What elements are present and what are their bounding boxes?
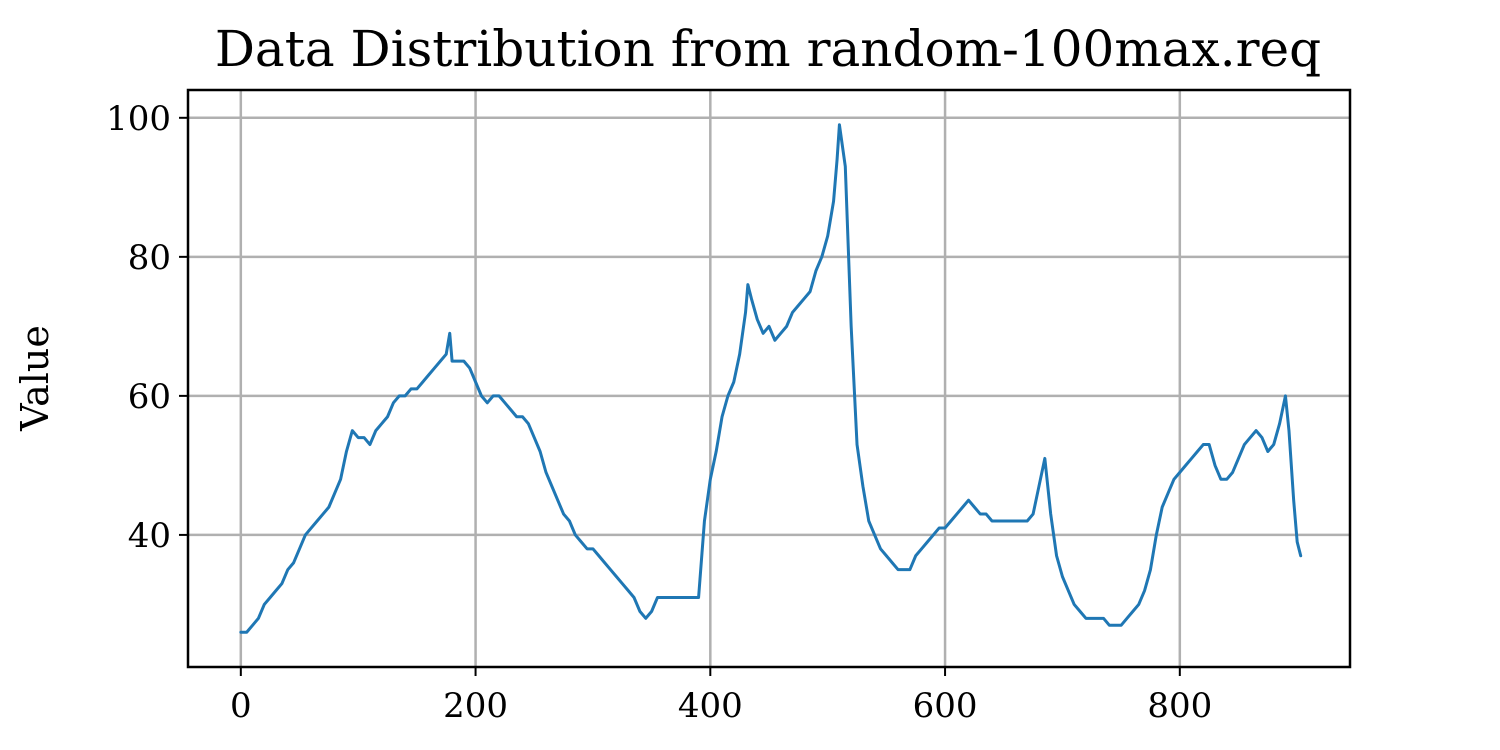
x-tick-label: 200 [443,686,508,726]
chart-title: Data Distribution from random-100max.req [215,20,1321,78]
x-tick-label: 0 [230,686,252,726]
x-tick-label: 400 [678,686,743,726]
axis-ticks: 0 200 400 600 800 40 60 80 100 [106,99,1212,726]
series-line [239,123,1303,634]
y-tick-label: 100 [106,99,171,139]
x-tick-label: 600 [913,686,978,726]
y-tick-label: 80 [128,238,171,278]
y-tick-label: 60 [128,377,171,417]
plot-frame [186,88,1352,669]
y-axis-label: Value [13,325,57,432]
x-tick-label: 800 [1147,686,1212,726]
grid-lines [188,90,1350,667]
data-series [239,123,1303,634]
y-tick-label: 40 [128,516,171,556]
